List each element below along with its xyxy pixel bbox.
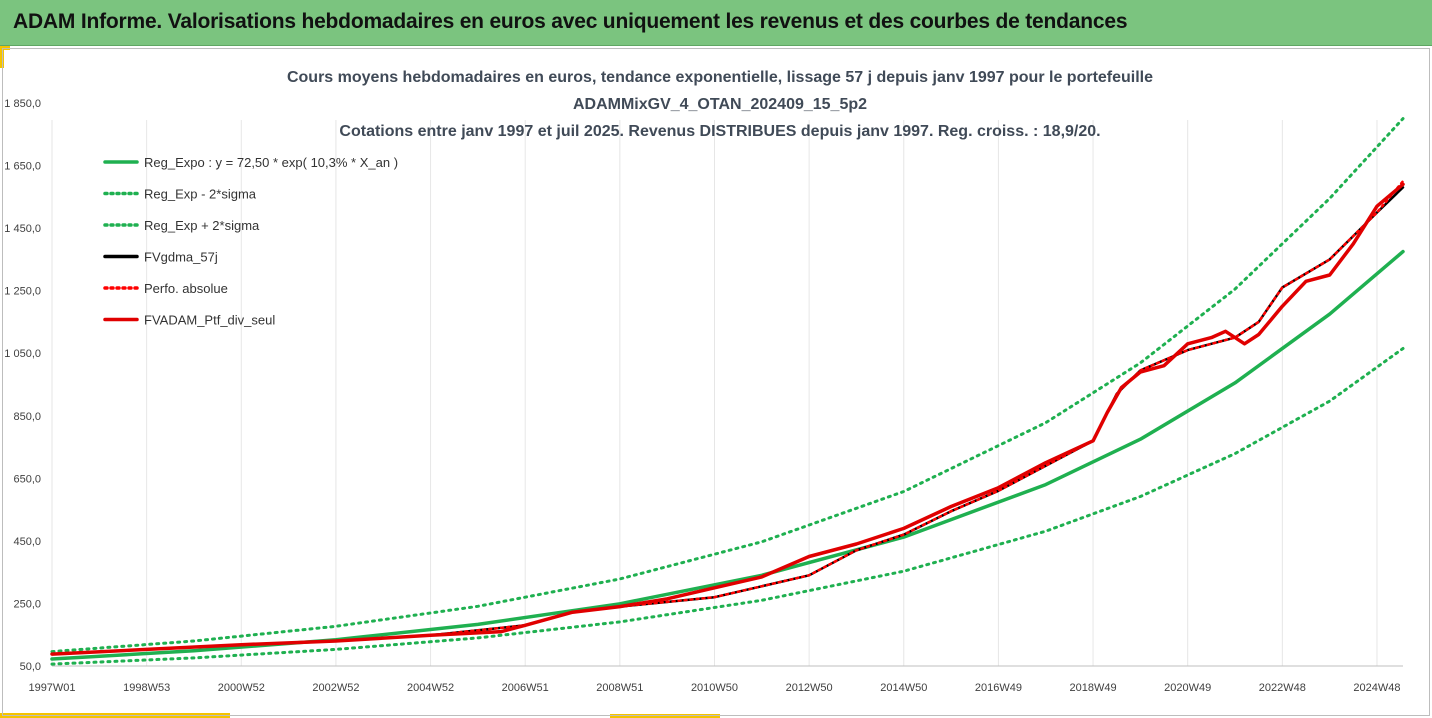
legend-label: Reg_Exp - 2*sigma bbox=[144, 187, 257, 202]
reg-exp-plus-2sigma-line bbox=[50, 117, 1405, 654]
x-tick-label: 2018W49 bbox=[1070, 682, 1117, 694]
accent-bar-bottom-mid bbox=[610, 714, 720, 718]
x-tick-label: 2020W49 bbox=[1164, 682, 1211, 694]
x-tick-label: 1997W01 bbox=[28, 682, 75, 694]
legend: Reg_Expo : y = 72,50 * exp( 10,3% * X_an… bbox=[103, 155, 398, 328]
page-title: ADAM Informe. Valorisations hebdomadaire… bbox=[13, 10, 1128, 33]
chart-frame bbox=[2, 48, 1430, 716]
x-tick-label: 2006W51 bbox=[502, 682, 549, 694]
legend-label: Reg_Exp + 2*sigma bbox=[144, 218, 260, 233]
series-lines bbox=[50, 117, 1405, 666]
x-tick-label: 2008W51 bbox=[596, 682, 643, 694]
legend-label: FVgdma_57j bbox=[144, 250, 218, 265]
reg-exp-minus-2sigma-line bbox=[50, 347, 1405, 666]
x-tick-label: 2004W52 bbox=[407, 682, 454, 694]
x-axis-ticks: 1997W01 1998W53 2000W52 2002W52 2004W52 2006W… bbox=[28, 682, 1400, 694]
x-tick-label: 2002W52 bbox=[312, 682, 359, 694]
y-tick-label: 1 250,0 bbox=[4, 286, 41, 298]
x-tick-label: 2000W52 bbox=[218, 682, 265, 694]
y-tick-label: 1 050,0 bbox=[4, 348, 41, 360]
x-tick-label: 2012W50 bbox=[786, 682, 833, 694]
y-axis-ticks: 1 850,0 1 650,0 1 450,0 1 250,0 1 050,0 850,0… bbox=[4, 98, 41, 673]
y-tick-label: 850,0 bbox=[13, 411, 41, 423]
y-tick-label: 650,0 bbox=[13, 473, 41, 485]
x-tick-label: 2022W48 bbox=[1259, 682, 1306, 694]
y-tick-label: 1 850,0 bbox=[4, 98, 41, 110]
x-tick-label: 2010W50 bbox=[691, 682, 738, 694]
legend-label: Perfo. absolue bbox=[144, 281, 228, 296]
y-tick-label: 50,0 bbox=[20, 661, 41, 673]
chart-title-line-1: Cours moyens hebdomadaires en euros, ten… bbox=[287, 69, 1153, 86]
y-tick-label: 450,0 bbox=[13, 536, 41, 548]
y-tick-label: 1 450,0 bbox=[4, 223, 41, 235]
x-tick-label: 2014W50 bbox=[880, 682, 927, 694]
y-tick-label: 250,0 bbox=[13, 598, 41, 610]
chart-title-line-3: Cotations entre janv 1997 et juil 2025. … bbox=[339, 123, 1100, 140]
legend-label: Reg_Expo : y = 72,50 * exp( 10,3% * X_an… bbox=[144, 155, 398, 170]
y-tick-label: 1 650,0 bbox=[4, 161, 41, 173]
legend-label: FVADAM_Ptf_div_seul bbox=[144, 313, 275, 328]
page-header: ADAM Informe. Valorisations hebdomadaire… bbox=[0, 0, 1432, 46]
x-tick-label: 2016W49 bbox=[975, 682, 1022, 694]
x-tick-label: 2024W48 bbox=[1353, 682, 1400, 694]
chart-title-line-2: ADAMMixGV_4_OTAN_202409_15_5p2 bbox=[573, 96, 867, 113]
x-tick-label: 1998W53 bbox=[123, 682, 170, 694]
fvadam-ptf-div-seul-line bbox=[50, 182, 1405, 656]
